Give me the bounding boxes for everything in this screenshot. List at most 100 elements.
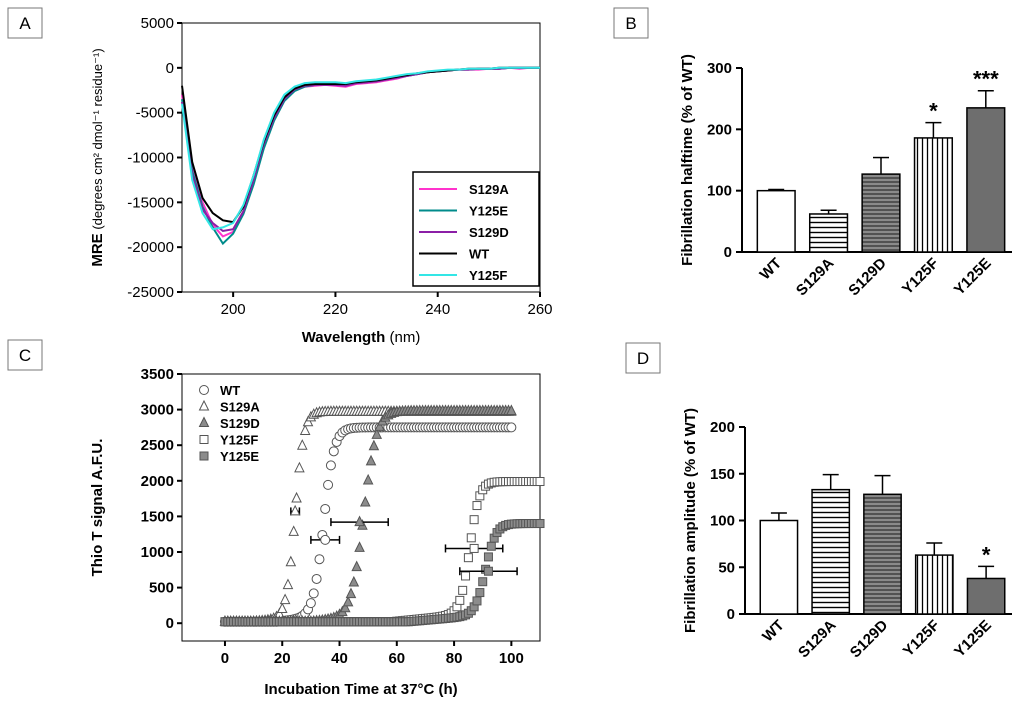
x-tick-label: 20 (274, 650, 291, 667)
data-point (328, 446, 339, 457)
data-point (506, 422, 517, 433)
legend-label-s129d: S129D (220, 416, 260, 431)
bar-s129a (808, 213, 849, 253)
x-tick-label: WT (759, 617, 788, 646)
data-point (483, 552, 493, 562)
y-tick-label: -5000 (136, 105, 174, 122)
chart-a: 5000 0 -5000 -10000 -15000 -20000 -25000 200 220… (89, 15, 553, 346)
bar-y125e (966, 107, 1006, 253)
legend-label-y125f: Y125F (220, 433, 258, 448)
y-axis-title: Fibrillation halftime (% of WT) (679, 54, 696, 266)
data-point (325, 460, 336, 471)
legend-label-y125e: Y125E (220, 449, 259, 464)
panel-label-b: B (625, 14, 636, 33)
data-point (345, 587, 357, 599)
data-point (535, 477, 545, 487)
data-point (466, 533, 476, 543)
x-axis-title-bold: Wavelength (302, 329, 386, 346)
bar-y125e (966, 577, 1006, 615)
y-tick-label: 50 (718, 559, 735, 576)
panel-b: B 0 100 200 300 WT S129A S129D Y125F * Y125E *** Fi… (613, 7, 1012, 300)
x-axis-title-unit: (nm) (385, 329, 420, 346)
x-tick-label: S129D (847, 617, 892, 662)
data-point (365, 454, 377, 466)
bar-y125f (913, 137, 954, 253)
data-point (362, 473, 374, 485)
y-tick-label: 300 (707, 60, 732, 77)
x-tick-label: 80 (446, 650, 463, 667)
data-point (305, 598, 316, 609)
data-point (455, 595, 465, 605)
legend-label-wt: WT (220, 383, 240, 398)
y-tick-label: 1000 (141, 544, 174, 561)
series-wt (219, 422, 517, 627)
panel-label-box-c (7, 339, 43, 371)
x-tick-label: 200 (221, 301, 246, 318)
data-point (469, 515, 479, 525)
data-point (294, 461, 305, 473)
panel-label-box-d (625, 342, 661, 374)
x-tick-label: S129D (845, 255, 890, 300)
halftime-marker (289, 504, 301, 516)
bar-wt (756, 189, 796, 253)
x-axis-title: Wavelength (nm) (302, 329, 421, 346)
x-axis-title: Incubation Time at 37°C (h) (264, 681, 457, 698)
data-point (463, 553, 473, 563)
y-tick-label: 0 (166, 60, 174, 77)
y-tick-label: 100 (707, 183, 732, 200)
legend-marker-wt (199, 385, 209, 395)
data-point (475, 588, 485, 598)
data-point (351, 560, 363, 572)
x-tick-label: Y125F (899, 255, 942, 298)
panel-d: D 0 50 100 150 200 WT S129A S129D Y125F Y125E * Fib… (625, 342, 1012, 661)
x-tick-label: 100 (499, 650, 524, 667)
halftime-marker (354, 515, 365, 527)
data-point (461, 571, 471, 581)
data-point (311, 573, 322, 584)
data-point (285, 555, 297, 567)
halftime-marker (483, 566, 493, 576)
y-axis-title: Thio T signal A.F.U. (89, 439, 106, 577)
panel-label-a: A (19, 14, 31, 33)
data-point (279, 593, 291, 605)
y-tick-label: -10000 (127, 150, 174, 167)
data-point (371, 428, 383, 439)
halftime-marker (320, 534, 331, 545)
plot-frame (181, 373, 541, 642)
x-tick-label: 240 (425, 301, 450, 318)
data-point (486, 541, 496, 551)
x-tick-label: 0 (221, 650, 229, 667)
legend-label-y125e: Y125E (469, 204, 508, 219)
chart-d: 0 50 100 150 200 WT S129A S129D Y125F Y125E * Fibri… (682, 408, 1012, 661)
series-line-y125f (181, 66, 540, 231)
significance-y125e: * (982, 542, 991, 567)
x-tick-label: Y125F (900, 617, 943, 660)
halftime-marker (469, 543, 479, 553)
y-tick-label: 2500 (141, 437, 174, 454)
y-tick-label: 0 (727, 606, 735, 623)
legend-label-s129a: S129A (220, 400, 260, 415)
legend-label-s129d: S129D (469, 225, 509, 240)
bar-wt (759, 519, 799, 615)
data-point (308, 588, 319, 599)
data-point (472, 596, 482, 606)
data-point (354, 541, 365, 552)
bar-s129d (863, 493, 902, 615)
y-axis-title-unit: (degrees cm² dmol⁻¹ residue⁻¹) (90, 48, 105, 233)
x-tick-label: 260 (527, 301, 552, 318)
y-tick-label: 500 (149, 580, 174, 597)
y-tick-label: 3500 (141, 366, 174, 383)
y-tick-label: -20000 (127, 239, 174, 256)
x-tick-label: 40 (331, 650, 348, 667)
x-tick-label: Y125E (951, 617, 995, 661)
chart-c: 0 500 1000 1500 2000 2500 3000 3500 0 20 40 60 80 100… (89, 366, 545, 698)
data-point (339, 601, 351, 613)
y-tick-label: -25000 (127, 284, 174, 301)
panel-c: C 0 500 1000 1500 2000 2500 3000 3500 0 20 40 60 80 1… (7, 339, 545, 698)
legend-label-wt: WT (469, 247, 489, 262)
legend-marker-y125f (199, 435, 209, 444)
y-tick-label: 3000 (141, 402, 174, 419)
data-point (276, 602, 288, 614)
y-tick-label: 1500 (141, 508, 174, 525)
y-tick-label: 0 (724, 244, 732, 261)
